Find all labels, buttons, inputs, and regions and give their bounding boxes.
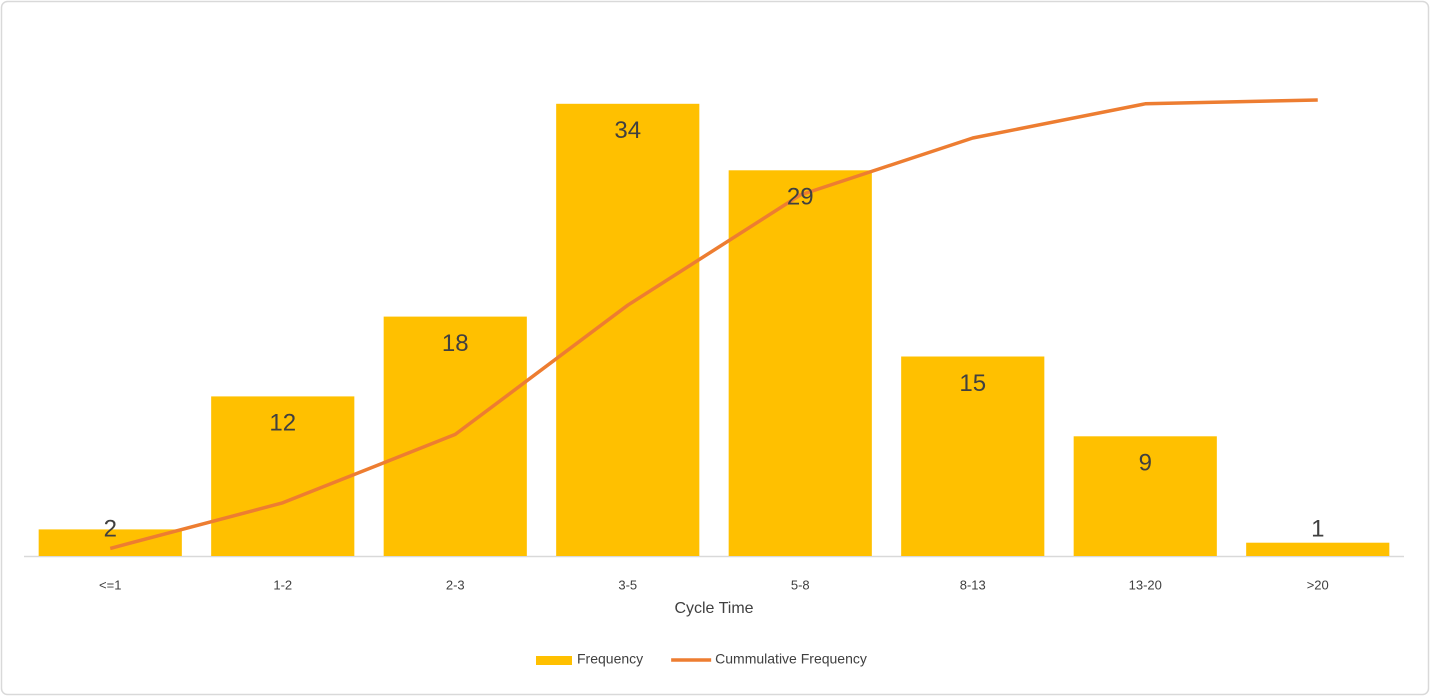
bar (211, 396, 355, 556)
data-label: 2 (104, 515, 117, 542)
data-label: 34 (614, 117, 641, 144)
legend-label: Frequency (577, 651, 643, 667)
bar (901, 356, 1045, 556)
bar (383, 316, 527, 556)
data-label: 12 (269, 410, 296, 437)
bar (1246, 542, 1390, 556)
data-label: 15 (959, 370, 986, 397)
x-tick-label: 13-20 (1129, 577, 1162, 592)
data-label: 18 (442, 330, 469, 357)
x-tick-label: 8-13 (960, 577, 986, 592)
x-tick-label: 5-8 (791, 577, 810, 592)
data-label: 29 (787, 184, 814, 211)
x-tick-label: <=1 (99, 577, 121, 592)
x-tick-label: >20 (1307, 577, 1329, 592)
legend-swatch (536, 656, 572, 665)
bar (556, 103, 700, 557)
x-tick-label: 2-3 (446, 577, 465, 592)
line (109, 98, 1318, 551)
data-label: 9 (1139, 450, 1152, 477)
x-axis-title: Cycle Time (674, 600, 753, 617)
legend-label: Cummulative Frequency (715, 651, 867, 667)
bar (1073, 436, 1217, 556)
x-tick-label: 3-5 (618, 577, 637, 592)
data-label: 1 (1311, 515, 1324, 542)
bar (728, 170, 872, 557)
x-tick-label: 1-2 (273, 577, 292, 592)
bar (38, 529, 182, 556)
